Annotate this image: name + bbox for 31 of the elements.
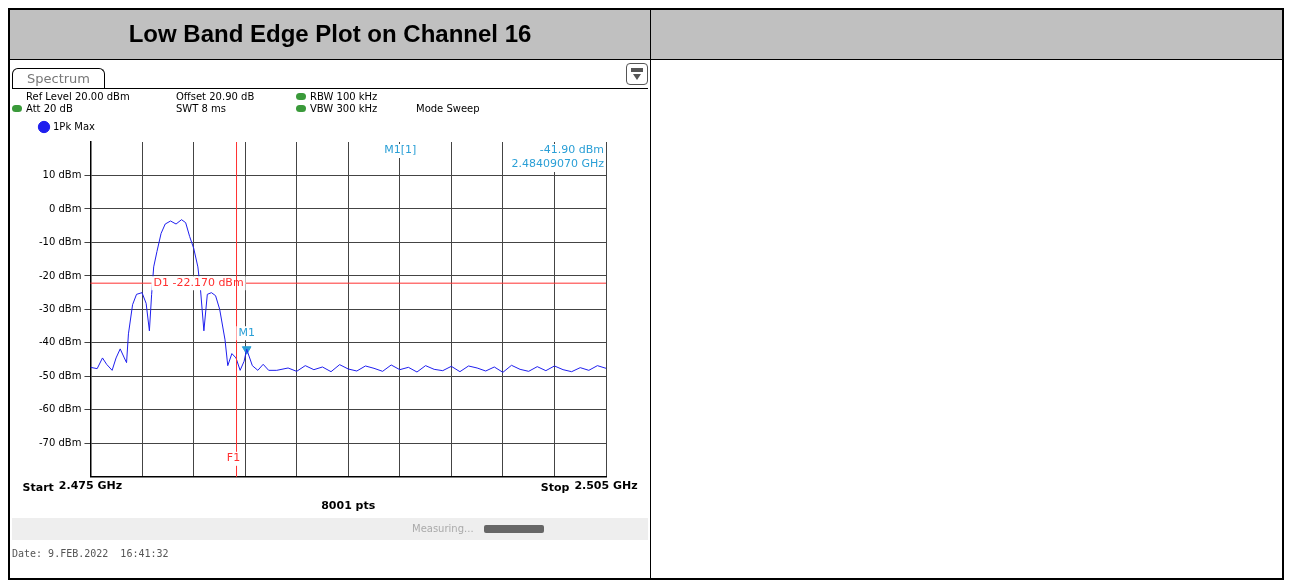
text: Att 20 dB xyxy=(25,102,74,114)
text: Offset 20.90 dB xyxy=(176,90,256,102)
legend-label: 1Pk Max xyxy=(53,120,96,132)
y-tick-label: 10 dBm xyxy=(42,168,82,180)
text: Date: 9.FEB.2022 16:41:32 xyxy=(12,547,170,559)
x-tick-label: 2.505 GHz xyxy=(574,478,638,492)
text: VBW 300 kHz xyxy=(309,102,379,114)
y-tick-label: -20 dBm xyxy=(38,269,82,281)
annotation: M1 xyxy=(238,325,255,339)
x-tick-label: 2.475 GHz xyxy=(58,478,123,492)
y-tick-label: -30 dBm xyxy=(38,302,82,314)
y-tick-label: -10 dBm xyxy=(38,235,82,247)
y-tick-label: -70 dBm xyxy=(38,436,82,448)
text: Start xyxy=(22,480,54,494)
text: Ref Level 20.00 dBm xyxy=(26,90,131,102)
annotation: 2.48409070 GHz xyxy=(511,156,605,170)
y-tick-label: -60 dBm xyxy=(38,402,82,414)
text: RBW 100 kHz xyxy=(309,90,379,102)
text: SWT 8 ms xyxy=(176,102,227,114)
chart-subtitle: Spectrum xyxy=(12,67,105,88)
y-tick-label: 0 dBm xyxy=(48,202,82,214)
y-tick-label: -40 dBm xyxy=(38,335,82,347)
text: Stop xyxy=(540,480,570,494)
y-tick-label: -50 dBm xyxy=(38,369,82,381)
ref-line-label: F1 xyxy=(226,450,241,464)
text: Mode Sweep xyxy=(416,102,481,114)
annotation: M1[1] xyxy=(384,142,417,156)
chart-title: Low Band Edge Plot on Channel 16 xyxy=(9,9,651,59)
text: 8001 pts xyxy=(321,498,376,512)
annotation: -41.90 dBm xyxy=(539,142,604,156)
text: Measuring... xyxy=(412,523,474,534)
